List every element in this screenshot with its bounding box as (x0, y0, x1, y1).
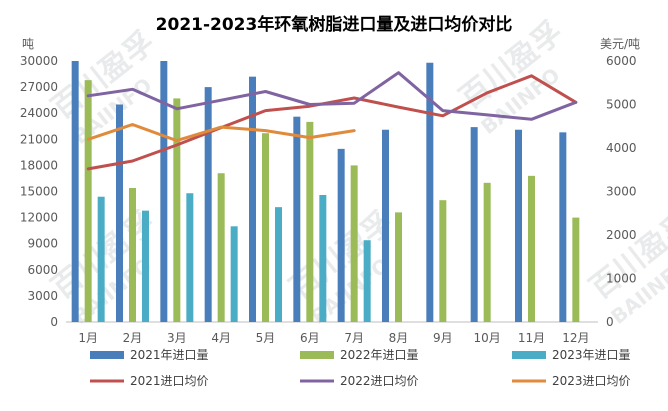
y-left-tick-label: 30000 (20, 54, 58, 68)
bar (395, 212, 402, 322)
y-right-tick-label: 6000 (606, 54, 637, 68)
y-left-tick-label: 27000 (20, 80, 58, 94)
y-left-tick-label: 15000 (20, 185, 58, 199)
bar (528, 175, 535, 322)
y-left-tick-label: 12000 (20, 211, 58, 225)
legend-swatch (90, 351, 124, 359)
bar (262, 133, 269, 322)
x-tick-label: 2月 (123, 331, 143, 345)
x-tick-label: 6月 (300, 331, 320, 345)
bar (71, 61, 79, 322)
y-left-tick-label: 18000 (20, 158, 58, 172)
bar (363, 240, 371, 322)
lines-layer (86, 71, 578, 171)
bar (293, 116, 301, 323)
bar (319, 194, 327, 322)
y-left-tick-label: 3000 (27, 289, 58, 303)
bar (306, 121, 314, 323)
legend-label: 2021年进口量 (130, 348, 209, 362)
y-right-tick-label: 3000 (606, 185, 637, 199)
bar (129, 188, 136, 322)
bar (483, 182, 491, 322)
legend-label: 2023进口均价 (552, 374, 631, 388)
x-tick-label: 9月 (433, 331, 453, 345)
bar (142, 210, 149, 322)
bars-layer (71, 61, 580, 323)
axes-layer: 0 3000 6000 9000 12000 15000 18000 21000 24000 27… (20, 54, 637, 345)
bar (275, 207, 282, 322)
bar (470, 127, 478, 323)
legend-label: 2021进口均价 (130, 374, 209, 388)
legend: 2021年进口量 2022年进口量 2023年进口量 2021进口均价 2022进口均价… (90, 348, 631, 388)
y-left-tick-label: 21000 (20, 132, 58, 146)
bar (230, 226, 238, 322)
bar (426, 62, 434, 323)
x-tick-label: 3月 (167, 331, 187, 345)
bar (439, 200, 447, 322)
y-right-tick-label: 4000 (606, 141, 637, 155)
series-line (86, 123, 356, 143)
bar (186, 193, 194, 322)
bar (337, 148, 345, 322)
y-left-unit: 吨 (22, 37, 34, 51)
y-left-tick-label: 24000 (20, 106, 58, 120)
bar (350, 165, 358, 322)
bar (559, 132, 567, 322)
bar (382, 129, 389, 322)
bar (160, 61, 168, 322)
legend-label: 2023年进口量 (552, 348, 631, 362)
x-tick-label: 10月 (474, 331, 501, 345)
legend-swatch (512, 351, 546, 359)
legend-label: 2022年进口量 (340, 348, 419, 362)
x-tick-label: 1月 (78, 331, 98, 345)
bar (515, 129, 522, 322)
bar (84, 80, 92, 322)
y-right-unit: 美元/吨 (600, 37, 640, 51)
x-tick-label: 12月 (562, 331, 589, 345)
bar (249, 76, 256, 322)
y-right-tick-label: 1000 (606, 272, 637, 286)
bar (572, 217, 580, 322)
y-left-tick-label: 6000 (27, 263, 58, 277)
series-line (86, 74, 578, 171)
bar (116, 104, 123, 322)
y-left-tick-label: 0 (50, 315, 58, 329)
y-right-tick-label: 5000 (606, 98, 637, 112)
y-left-tick-label: 9000 (27, 237, 58, 251)
legend-label: 2022进口均价 (340, 374, 419, 388)
x-tick-label: 8月 (389, 331, 409, 345)
x-tick-label: 4月 (211, 331, 231, 345)
x-tick-label: 7月 (344, 331, 364, 345)
x-tick-label: 5月 (256, 331, 276, 345)
bar (204, 87, 212, 322)
series-line (86, 71, 578, 121)
x-tick-label: 11月 (518, 331, 545, 345)
y-right-tick-label: 2000 (606, 228, 637, 242)
bar (217, 173, 225, 322)
bar (97, 196, 105, 322)
y-right-tick-label: 0 (606, 315, 614, 329)
chart-title: 2021-2023年环氧树脂进口量及进口均价对比 (156, 14, 513, 35)
bar (173, 98, 181, 322)
legend-swatch (300, 351, 334, 359)
